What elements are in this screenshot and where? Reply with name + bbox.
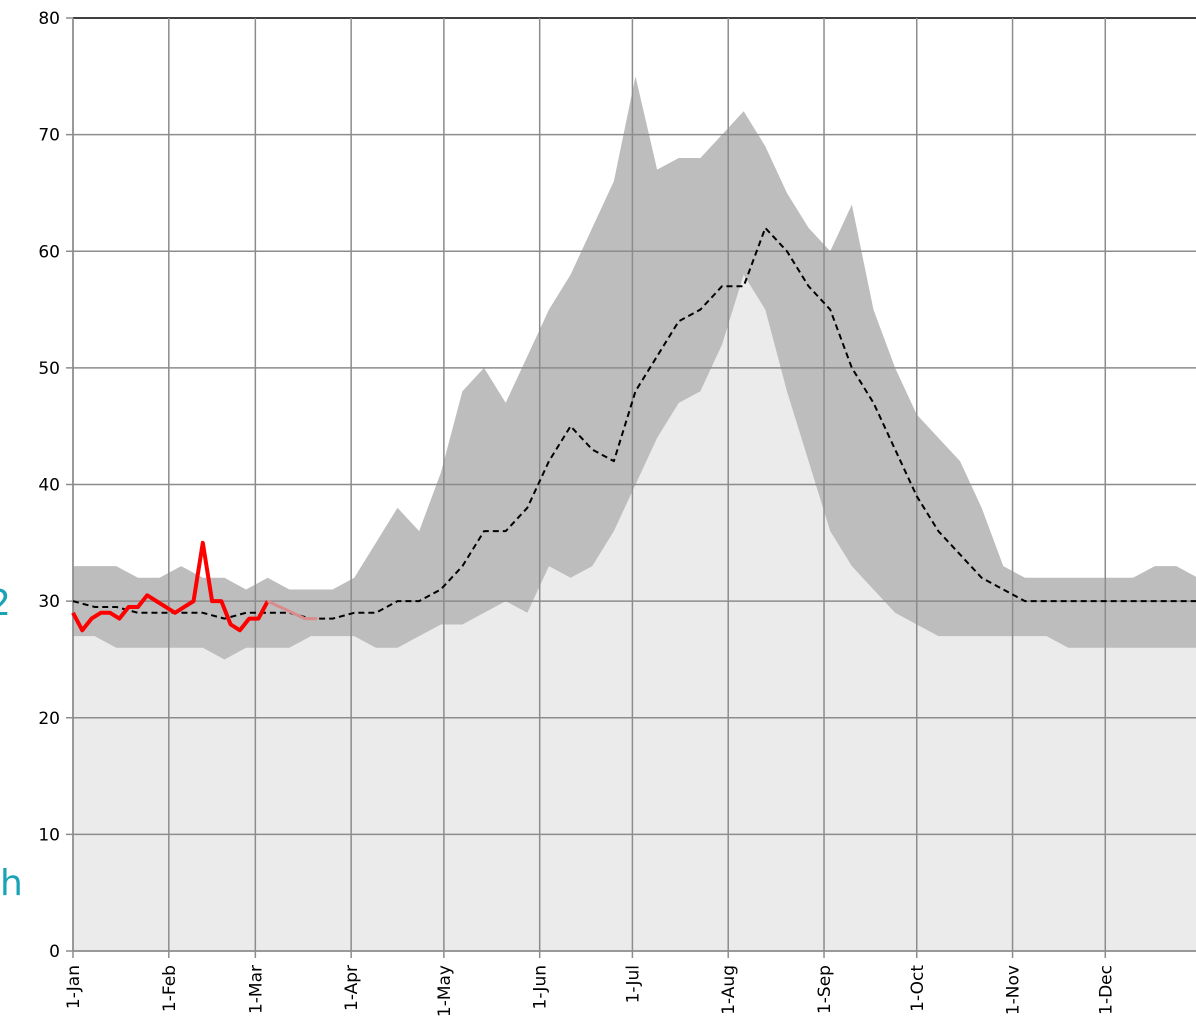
x-tick-label: 1-Jun [531, 965, 551, 1009]
y-tick-label: 50 [38, 359, 60, 379]
area [73, 274, 1196, 951]
x-tick-label: 1-Feb [160, 965, 180, 1012]
y-tick-label: 0 [49, 942, 60, 962]
y-tick-label: 20 [38, 709, 60, 729]
x-tick-label: 1-May [435, 965, 455, 1017]
y-tick-label: 10 [38, 825, 60, 845]
side-annotation: 2 [0, 583, 11, 624]
y-tick-label: 80 [38, 9, 60, 29]
y-tick-label: 60 [38, 242, 60, 262]
x-tick-label: 1-Apr [342, 965, 362, 1011]
line [71, 540, 270, 633]
x-tick-label: 1-Jul [623, 965, 643, 1003]
y-tick-label: 70 [38, 126, 60, 146]
x-tick-label: 1-Mar [246, 965, 266, 1014]
line [267, 599, 318, 621]
y-tick-label: 30 [38, 592, 60, 612]
x-tick-label: 1-Oct [908, 965, 928, 1012]
x-tick-label: 1-Aug [719, 965, 739, 1015]
x-tick-label: 1-Nov [1004, 965, 1024, 1015]
x-tick-label: 1-Sep [815, 965, 835, 1014]
x-tick-label: 1-Dec [1096, 965, 1116, 1015]
y-tick-label: 40 [38, 476, 60, 496]
side-annotation: h [0, 863, 23, 904]
x-tick-label: 1-Jan [64, 965, 84, 1009]
